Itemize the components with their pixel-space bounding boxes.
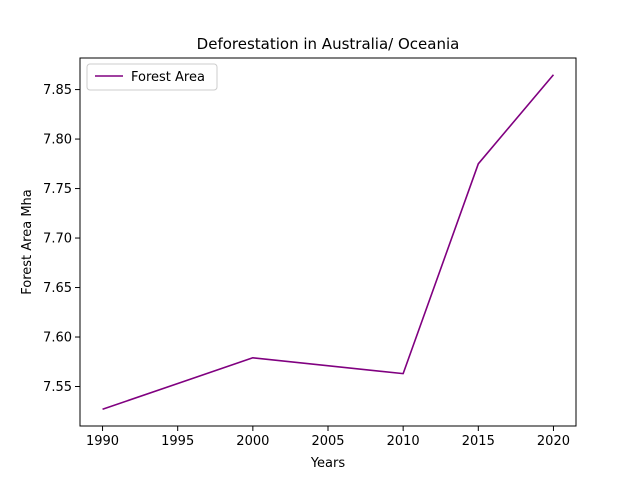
y-tick-label: 7.80 xyxy=(43,133,72,148)
y-tick-label: 7.75 xyxy=(43,182,72,197)
y-tick-label: 7.60 xyxy=(43,331,72,346)
x-axis-label: Years xyxy=(310,456,346,471)
y-axis-label: Forest Area Mha xyxy=(20,189,35,295)
legend-label: Forest Area xyxy=(131,70,205,85)
x-tick-label: 2010 xyxy=(387,434,420,449)
x-tick-label: 2020 xyxy=(537,434,570,449)
y-tick-label: 7.85 xyxy=(43,83,72,98)
x-tick-label: 2005 xyxy=(311,434,344,449)
y-axis: 7.55 7.60 7.65 7.70 7.75 7.80 7.85 xyxy=(43,83,80,395)
x-axis: 1990 1995 2000 2005 2010 2015 2020 xyxy=(86,426,570,449)
x-tick-label: 1990 xyxy=(86,434,119,449)
series-line-forest-area xyxy=(102,74,555,411)
chart-title: Deforestation in Australia/ Oceania xyxy=(197,35,460,53)
x-tick-label: 2000 xyxy=(236,434,269,449)
y-tick-label: 7.70 xyxy=(43,232,72,247)
legend-box xyxy=(86,63,218,91)
legend: Forest Area xyxy=(86,63,218,91)
x-tick-label: 1995 xyxy=(161,434,194,449)
y-tick-label: 7.55 xyxy=(43,380,72,395)
x-tick-label: 2015 xyxy=(462,434,495,449)
y-tick-label: 7.65 xyxy=(43,281,72,296)
